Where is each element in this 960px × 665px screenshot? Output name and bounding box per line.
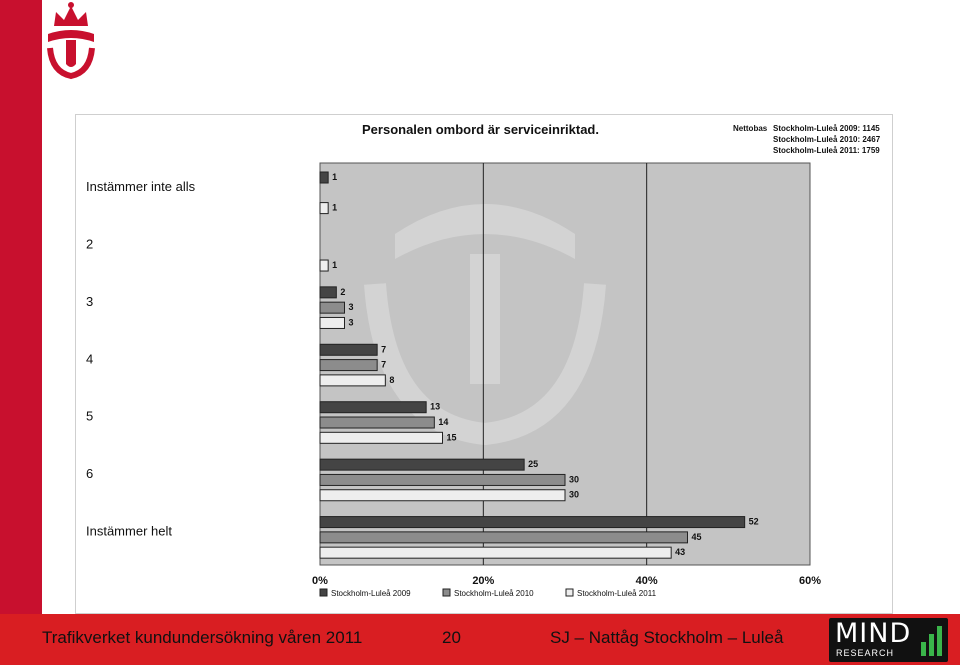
bar xyxy=(319,202,329,215)
category-label: 3 xyxy=(86,294,93,309)
crown-logo-icon xyxy=(47,2,95,80)
data-label: 15 xyxy=(447,432,457,442)
x-tick-label: 60% xyxy=(799,575,821,587)
footer-route: SJ – Nattåg Stockholm – Luleå xyxy=(550,628,784,647)
legend-label: Stockholm-Luleå 2010 xyxy=(454,589,534,598)
bar xyxy=(319,531,688,544)
data-label: 8 xyxy=(389,375,394,385)
data-label: 45 xyxy=(692,532,702,542)
data-label: 14 xyxy=(438,417,448,427)
legend-label: Stockholm-Luleå 2011 xyxy=(577,589,657,598)
data-label: 43 xyxy=(675,547,685,557)
bar xyxy=(319,171,329,184)
bar xyxy=(319,546,672,559)
bar xyxy=(319,259,329,272)
bar xyxy=(319,286,337,299)
data-label: 1 xyxy=(332,203,337,213)
data-label: 3 xyxy=(349,302,354,312)
category-label: Instämmer inte alls xyxy=(86,179,196,194)
bar xyxy=(319,301,345,314)
mind-logo-word: MIND xyxy=(835,618,912,649)
data-label: 2 xyxy=(340,287,345,297)
nettobas-line-2011: Stockholm-Luleå 2011: 1759 xyxy=(773,146,880,155)
category-label: 2 xyxy=(86,236,93,251)
bar xyxy=(319,473,566,486)
category-label: 6 xyxy=(86,466,93,481)
data-label: 7 xyxy=(381,360,386,370)
data-label: 1 xyxy=(332,260,337,270)
data-label: 30 xyxy=(569,490,579,500)
legend-swatch xyxy=(319,588,328,597)
bar xyxy=(319,431,443,444)
bar xyxy=(319,374,386,387)
x-tick-label: 0% xyxy=(312,575,328,587)
data-label: 7 xyxy=(381,344,386,354)
footer-survey-title: Trafikverket kundundersökning våren 2011 xyxy=(42,628,363,647)
nettobas-label: Nettobas xyxy=(733,124,768,133)
bar xyxy=(319,489,566,502)
chart-title: Personalen ombord är serviceinriktad. xyxy=(362,122,599,137)
red-sidebar xyxy=(0,0,42,665)
data-label: 3 xyxy=(349,317,354,327)
category-label: 4 xyxy=(86,351,93,366)
bar xyxy=(319,516,746,529)
legend-swatch xyxy=(565,588,574,597)
category-label: Instämmer helt xyxy=(86,524,172,539)
bar-chart: Personalen ombord är serviceinriktad. Ne… xyxy=(86,122,881,598)
bar xyxy=(319,416,435,429)
data-label: 13 xyxy=(430,402,440,412)
category-label: 5 xyxy=(86,409,93,424)
page-number: 20 xyxy=(442,628,461,647)
nettobas-line-2010: Stockholm-Luleå 2010: 2467 xyxy=(773,135,881,144)
data-label: 1 xyxy=(332,172,337,182)
nettobas-line-2009: Stockholm-Luleå 2009: 1145 xyxy=(773,124,880,133)
bar xyxy=(319,458,525,471)
bar xyxy=(319,343,378,356)
bar xyxy=(319,316,345,329)
mind-logo-sub: RESEARCH xyxy=(836,648,895,658)
footer-bar xyxy=(0,614,960,665)
bar xyxy=(319,401,427,414)
bar xyxy=(319,359,378,372)
watermark-crown-icon xyxy=(364,204,606,446)
mind-research-logo: MIND RESEARCH xyxy=(829,618,948,662)
bar-graph-icon xyxy=(921,626,942,656)
legend-label: Stockholm-Luleå 2009 xyxy=(331,589,411,598)
legend-swatch xyxy=(442,588,451,597)
x-tick-label: 40% xyxy=(636,575,658,587)
data-label: 52 xyxy=(749,517,759,527)
data-label: 30 xyxy=(569,474,579,484)
x-tick-label: 20% xyxy=(472,575,494,587)
data-label: 25 xyxy=(528,459,538,469)
